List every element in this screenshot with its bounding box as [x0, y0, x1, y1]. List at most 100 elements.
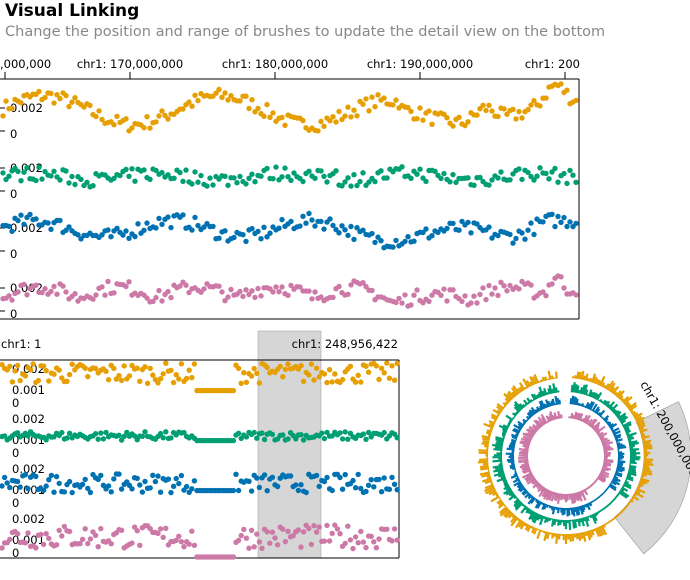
circular-bar: [527, 428, 536, 435]
circular-bar: [496, 499, 503, 505]
circular-bar: [596, 379, 602, 386]
circular-bar: [503, 504, 507, 508]
circular-bar: [541, 390, 546, 397]
detail-point: [230, 554, 237, 560]
circular-bar: [606, 380, 615, 391]
overview-point: [483, 107, 489, 114]
circular-bar: [592, 421, 601, 430]
circular-bar: [525, 419, 529, 423]
overview-point: [177, 169, 183, 176]
circular-bar: [603, 446, 612, 451]
overview-point: [180, 106, 186, 112]
circular-bar: [513, 415, 516, 419]
circular-bar: [614, 433, 622, 439]
detail-y-tick-label: 0: [12, 546, 19, 560]
overview-point: [456, 114, 462, 121]
circular-bar: [527, 508, 532, 514]
circular-bar: [535, 406, 541, 412]
circular-bar: [496, 440, 504, 445]
circular-bar: [502, 509, 511, 517]
detail-point: [14, 430, 21, 436]
circular-bar: [582, 517, 586, 522]
circular-bar: [640, 431, 644, 435]
overview-point: [42, 168, 48, 175]
overview-point: [525, 227, 531, 233]
circular-bar: [530, 409, 536, 416]
detail-point: [347, 363, 354, 369]
overview-point: [498, 169, 504, 175]
circular-bar: [533, 513, 540, 524]
detail-point: [69, 361, 75, 367]
circular-bar: [508, 494, 516, 501]
circular-bar: [517, 485, 525, 492]
detail-point: [321, 435, 328, 442]
circular-bar: [580, 402, 585, 407]
overview-point: [363, 283, 369, 290]
circular-bar: [489, 427, 493, 431]
circular-bar: [513, 472, 518, 477]
overview-point: [507, 231, 513, 238]
overview-y-tick-label: 0.002: [10, 221, 43, 235]
circular-bar: [511, 463, 515, 466]
detail-point: [246, 545, 252, 551]
circular-bar: [598, 434, 601, 438]
circular-bar: [493, 468, 504, 473]
overview-x-tick-label: chr1: 170,000,000: [77, 57, 183, 71]
circular-bar: [493, 448, 503, 452]
circular-bar: [493, 419, 497, 423]
circular-bar: [587, 515, 591, 518]
circular-bar: [586, 393, 589, 397]
circular-bar: [514, 502, 524, 511]
circular-bar: [573, 519, 578, 528]
overview-point: [354, 113, 360, 119]
circular-brush[interactable]: [614, 401, 690, 555]
overview-point: [9, 105, 15, 112]
overview-point: [429, 292, 435, 298]
circular-bar: [547, 388, 551, 395]
circular-bar: [521, 403, 526, 408]
detail-point: [35, 377, 42, 384]
circular-bar: [583, 504, 587, 508]
overview-point: [396, 295, 402, 302]
detail-point: [243, 379, 250, 385]
circular-bar: [616, 414, 621, 419]
circular-bar: [571, 533, 575, 542]
circular-bar: [515, 432, 520, 436]
circular-bar: [592, 376, 598, 384]
overview-point: [252, 179, 258, 185]
overview-point: [351, 107, 357, 113]
detail-point: [376, 376, 382, 383]
circular-bar: [568, 519, 572, 531]
detail-point: [300, 529, 307, 535]
overview-point: [336, 108, 342, 115]
detail-point: [248, 527, 255, 533]
overview-point: [195, 97, 201, 104]
circular-bar: [502, 430, 507, 434]
circular-bar: [494, 446, 503, 450]
circular-bar: [554, 395, 559, 405]
detail-point: [142, 478, 148, 485]
detail-point: [189, 528, 195, 534]
circular-bar: [480, 467, 490, 471]
detail-point: [40, 363, 47, 369]
circular-bar: [506, 458, 515, 462]
overview-point: [477, 291, 483, 298]
overview-point: [123, 116, 129, 122]
circular-bar: [556, 397, 560, 405]
detail-point: [248, 373, 255, 379]
detail-point: [342, 471, 348, 478]
circular-bar: [642, 438, 646, 442]
overview-point: [57, 95, 63, 102]
detail-point: [100, 436, 107, 442]
circular-bar: [606, 486, 610, 490]
detail-point: [85, 485, 91, 492]
detail-point: [321, 538, 328, 544]
circular-bar: [541, 420, 546, 426]
circular-bar: [617, 461, 624, 465]
overview-point: [495, 113, 501, 120]
detail-point: [282, 538, 289, 545]
overview-point: [399, 164, 405, 170]
detail-point: [337, 531, 343, 537]
overview-point: [213, 90, 219, 96]
overview-point: [204, 183, 210, 189]
